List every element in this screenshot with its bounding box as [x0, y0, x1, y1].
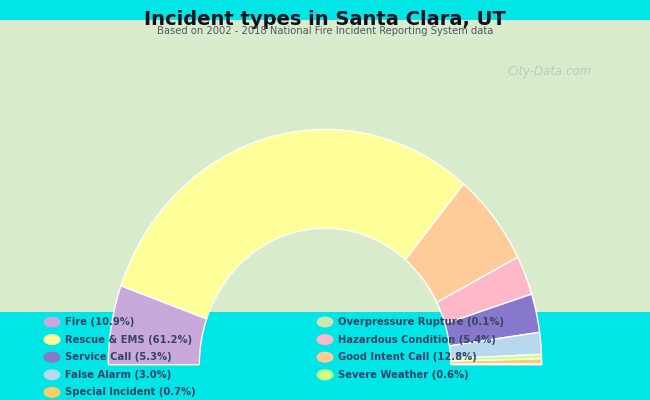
- Wedge shape: [109, 286, 207, 365]
- Wedge shape: [450, 364, 541, 365]
- Text: Fire (10.9%): Fire (10.9%): [65, 317, 135, 327]
- Wedge shape: [437, 257, 532, 324]
- Text: Special Incident (0.7%): Special Incident (0.7%): [65, 387, 196, 397]
- Wedge shape: [450, 359, 541, 364]
- Text: Based on 2002 - 2018 National Fire Incident Reporting System data: Based on 2002 - 2018 National Fire Incid…: [157, 26, 493, 36]
- Text: Service Call (5.3%): Service Call (5.3%): [65, 352, 172, 362]
- Wedge shape: [450, 354, 541, 361]
- Text: Hazardous Condition (5.4%): Hazardous Condition (5.4%): [338, 334, 496, 344]
- Wedge shape: [449, 332, 541, 359]
- Wedge shape: [445, 294, 540, 346]
- Text: Overpressure Rupture (0.1%): Overpressure Rupture (0.1%): [338, 317, 504, 327]
- Text: Incident types in Santa Clara, UT: Incident types in Santa Clara, UT: [144, 10, 506, 29]
- Wedge shape: [121, 130, 463, 319]
- Text: Rescue & EMS (61.2%): Rescue & EMS (61.2%): [65, 334, 192, 344]
- Text: Severe Weather (0.6%): Severe Weather (0.6%): [338, 370, 469, 380]
- Wedge shape: [406, 184, 518, 302]
- Text: Good Intent Call (12.8%): Good Intent Call (12.8%): [338, 352, 476, 362]
- Text: City-Data.com: City-Data.com: [507, 66, 592, 78]
- Text: False Alarm (3.0%): False Alarm (3.0%): [65, 370, 171, 380]
